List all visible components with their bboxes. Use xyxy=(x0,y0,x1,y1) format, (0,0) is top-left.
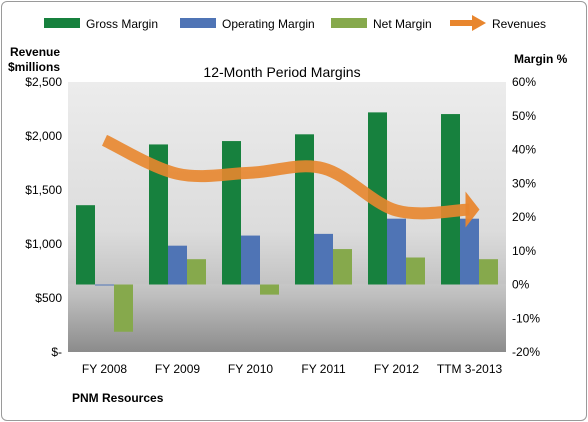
right-tick-label: 40% xyxy=(512,143,536,157)
legend-swatch-operating-margin xyxy=(180,18,216,28)
left-tick-label: $2,000 xyxy=(25,129,62,143)
bar-net-margin xyxy=(260,284,279,295)
category-label: FY 2008 xyxy=(82,362,127,376)
bar-operating-margin xyxy=(314,233,333,285)
left-axis-title-line2: $millions xyxy=(8,60,60,74)
bar-gross-margin xyxy=(76,205,95,285)
revenue-line xyxy=(101,134,480,228)
left-axis-title-line1: Revenue xyxy=(10,45,60,59)
right-axis-title: Margin % xyxy=(514,52,568,66)
left-tick-label: $2,500 xyxy=(25,75,62,89)
legend-label-revenues: Revenues xyxy=(492,17,546,31)
bar-operating-margin xyxy=(95,284,114,286)
bar-net-margin xyxy=(333,249,352,285)
category-label: FY 2011 xyxy=(301,362,346,376)
left-axis-ticks: $2,500 $2,000 $1,500 $1,000 $500 $- xyxy=(25,75,62,359)
legend-swatch-gross-margin xyxy=(44,18,80,28)
legend-label-net-margin: Net Margin xyxy=(373,17,432,31)
legend-label-operating-margin: Operating Margin xyxy=(222,17,315,31)
right-tick-label: 0% xyxy=(512,278,530,292)
legend-swatch-revenues xyxy=(450,15,486,31)
bar-gross-margin xyxy=(149,144,168,285)
right-axis-ticks: 60% 50% 40% 30% 20% 10% 0% -10% -20% xyxy=(512,75,540,359)
category-label: FY 2009 xyxy=(155,362,200,376)
right-tick-label: 60% xyxy=(512,75,536,89)
legend-label-gross-margin: Gross Margin xyxy=(86,17,158,31)
left-tick-label: $1,000 xyxy=(25,237,62,251)
category-label: TTM 3-2013 xyxy=(437,362,503,376)
bar-operating-margin xyxy=(168,245,187,285)
revenue-line-path xyxy=(101,134,470,220)
bar-gross-margin xyxy=(295,134,314,285)
bar-net-margin xyxy=(187,259,206,285)
bar-gross-margin xyxy=(222,141,241,285)
bar-gross-margin xyxy=(441,114,460,285)
left-tick-label: $- xyxy=(51,345,62,359)
right-tick-label: 30% xyxy=(512,176,536,190)
bar-net-margin xyxy=(114,284,133,332)
right-tick-label: 20% xyxy=(512,210,536,224)
bar-operating-margin xyxy=(460,218,479,285)
bar-net-margin xyxy=(406,257,425,285)
category-labels: FY 2008 FY 2009 FY 2010 FY 2011 FY 2012 TTM 3… xyxy=(82,362,503,376)
revenue-arrowhead xyxy=(465,191,480,228)
legend-swatch-net-margin xyxy=(331,18,367,28)
legend: Gross Margin Operating Margin Net Margin… xyxy=(44,15,546,31)
bar-net-margin xyxy=(479,259,498,285)
source-label: PNM Resources xyxy=(72,391,164,405)
bar-operating-margin xyxy=(241,235,260,285)
right-tick-label: 50% xyxy=(512,109,536,123)
right-tick-label: 10% xyxy=(512,244,536,258)
right-tick-label: -20% xyxy=(512,345,540,359)
category-label: FY 2012 xyxy=(374,362,419,376)
left-tick-label: $1,500 xyxy=(25,183,62,197)
right-tick-label: -10% xyxy=(512,311,540,325)
bar-operating-margin xyxy=(387,218,406,285)
plot-floor xyxy=(68,284,506,352)
left-tick-label: $500 xyxy=(35,291,62,305)
chart-title: 12-Month Period Margins xyxy=(203,64,360,80)
category-label: FY 2010 xyxy=(228,362,273,376)
